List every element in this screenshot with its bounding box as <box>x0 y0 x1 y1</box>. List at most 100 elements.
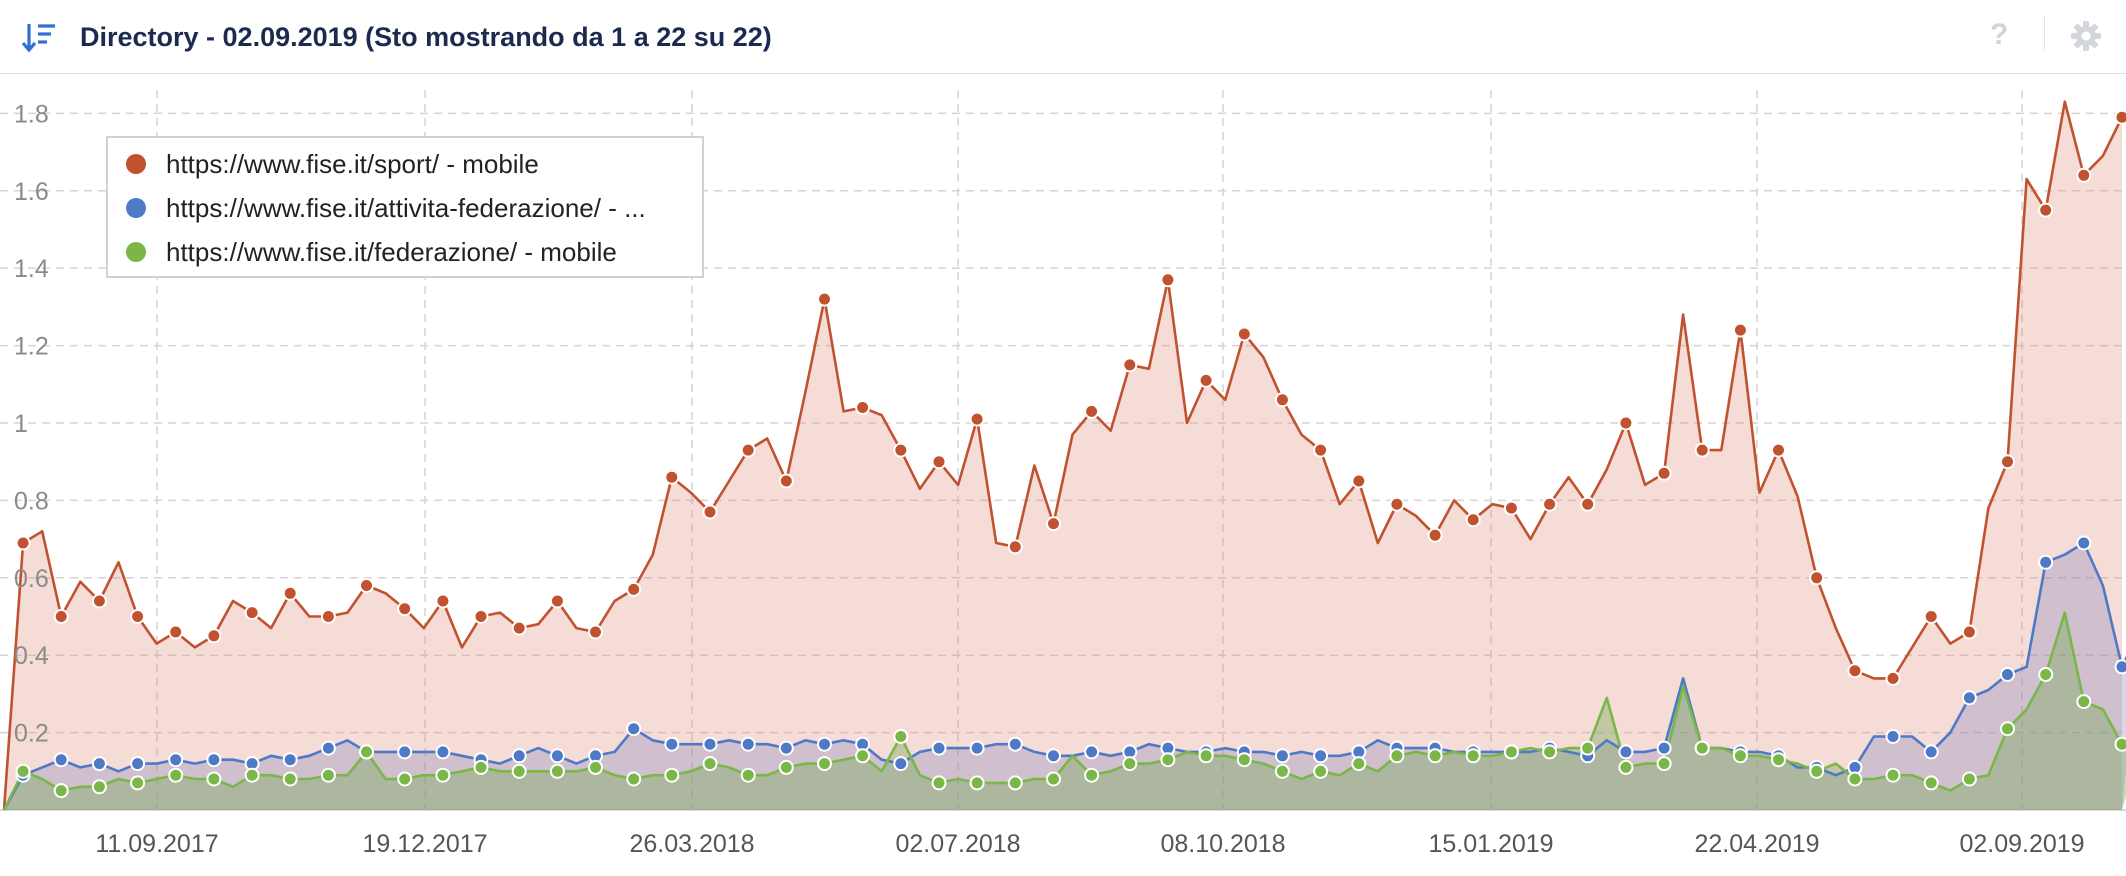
data-point-sport <box>130 609 146 624</box>
chart-legend: https://www.fise.it/sport/ - mobile http… <box>106 136 704 278</box>
data-point-sport <box>2114 109 2126 125</box>
data-point-federazione <box>1465 748 1481 764</box>
data-point-attivita <box>549 748 565 764</box>
data-point-attivita <box>282 752 298 768</box>
data-point-sport <box>1503 500 1519 516</box>
y-tick-label: 0.4 <box>14 642 49 670</box>
header-divider <box>2044 16 2045 50</box>
data-point-attivita <box>740 736 756 752</box>
legend-item-federazione[interactable]: https://www.fise.it/federazione/ - mobil… <box>120 232 700 272</box>
y-tick-label: 1.6 <box>14 178 49 206</box>
data-point-federazione <box>1618 759 1634 775</box>
data-point-federazione <box>549 763 565 779</box>
data-point-sport <box>778 473 794 489</box>
data-point-federazione <box>1160 752 1176 768</box>
data-point-sport <box>1923 609 1939 624</box>
data-point-attivita <box>1656 740 1672 756</box>
data-point-attivita <box>130 756 146 772</box>
data-point-attivita <box>893 756 909 772</box>
data-point-federazione <box>1084 767 1100 783</box>
data-point-sport <box>397 601 413 617</box>
data-point-attivita <box>1007 736 1023 752</box>
data-point-attivita <box>2114 659 2126 675</box>
data-point-sport <box>1465 512 1481 528</box>
data-point-sport <box>1046 516 1061 532</box>
data-point-sport <box>168 624 184 640</box>
data-point-federazione <box>1847 771 1863 787</box>
series-area-federazione <box>4 612 2126 810</box>
sort-descending-icon[interactable] <box>22 22 56 54</box>
y-tick-label: 0.2 <box>14 720 49 748</box>
data-point-federazione <box>1274 763 1290 779</box>
data-point-attivita <box>206 752 222 768</box>
data-point-sport <box>1313 442 1329 458</box>
legend-label: https://www.fise.it/sport/ - mobile <box>166 149 539 179</box>
data-point-sport <box>969 411 985 427</box>
data-point-attivita <box>435 744 451 760</box>
legend-item-sport[interactable]: https://www.fise.it/sport/ - mobile <box>120 144 700 184</box>
legend-label: https://www.fise.it/attivita-federazione… <box>166 193 646 223</box>
series-line-sport <box>2 100 2124 811</box>
data-point-federazione <box>1351 756 1367 772</box>
data-point-sport <box>1007 539 1023 555</box>
data-point-federazione <box>626 771 642 787</box>
data-point-attivita <box>168 752 184 768</box>
data-point-federazione <box>206 771 222 787</box>
data-point-attivita <box>817 736 832 752</box>
data-point-federazione <box>1389 748 1405 764</box>
data-point-sport <box>282 585 298 601</box>
data-point-sport <box>1885 670 1901 686</box>
data-point-federazione <box>168 767 184 783</box>
data-point-federazione <box>1427 748 1443 764</box>
data-point-sport <box>931 454 947 470</box>
data-point-sport <box>473 609 489 624</box>
data-point-attivita <box>1274 748 1290 764</box>
data-point-attivita <box>2038 554 2054 570</box>
data-point-sport <box>817 291 832 307</box>
x-tick-label: 19.12.2017 <box>362 830 487 858</box>
data-point-federazione <box>893 729 909 744</box>
page-title: Directory - 02.09.2019 (Sto mostrando da… <box>80 22 772 52</box>
data-point-federazione <box>1122 756 1138 772</box>
data-point-sport <box>2076 167 2092 183</box>
data-point-sport <box>1122 357 1138 373</box>
data-point-sport <box>1236 326 1252 342</box>
help-icon[interactable]: ? <box>1990 18 2009 51</box>
data-point-attivita <box>2076 535 2092 551</box>
data-point-sport <box>53 609 69 624</box>
data-point-federazione <box>1809 763 1825 779</box>
data-point-sport <box>1656 465 1672 481</box>
data-point-attivita <box>53 752 69 768</box>
panel-header: Directory - 02.09.2019 (Sto mostrando da… <box>0 0 2126 74</box>
data-point-sport <box>664 469 680 485</box>
data-point-sport <box>626 581 642 597</box>
data-point-sport <box>1771 442 1786 458</box>
data-point-sport <box>1389 496 1405 512</box>
data-point-sport <box>1809 570 1825 586</box>
y-tick-label: 1.8 <box>14 100 49 128</box>
data-point-federazione <box>1313 763 1329 779</box>
y-tick-label: 1.2 <box>14 333 49 361</box>
data-point-federazione <box>817 756 832 772</box>
data-point-attivita <box>1084 744 1100 760</box>
gear-icon[interactable] <box>2070 20 2102 52</box>
data-point-federazione <box>359 744 374 760</box>
data-point-federazione <box>2000 721 2015 737</box>
data-point-sport <box>1847 663 1863 679</box>
data-point-federazione <box>702 756 718 772</box>
data-point-sport <box>244 605 260 621</box>
data-point-federazione <box>53 783 69 799</box>
x-tick-label: 08.10.2018 <box>1160 830 1285 858</box>
data-point-federazione <box>511 763 527 779</box>
data-point-federazione <box>1198 748 1214 764</box>
data-point-federazione <box>1885 767 1901 783</box>
data-point-federazione <box>1236 752 1252 768</box>
data-point-federazione <box>320 767 336 783</box>
x-tick-label: 11.09.2017 <box>95 830 218 858</box>
data-point-federazione <box>130 775 146 791</box>
data-point-federazione <box>91 779 107 795</box>
data-point-federazione <box>435 767 451 783</box>
data-point-federazione <box>664 767 680 783</box>
data-point-sport <box>1618 415 1634 431</box>
legend-item-attivita[interactable]: https://www.fise.it/attivita-federazione… <box>120 188 700 228</box>
